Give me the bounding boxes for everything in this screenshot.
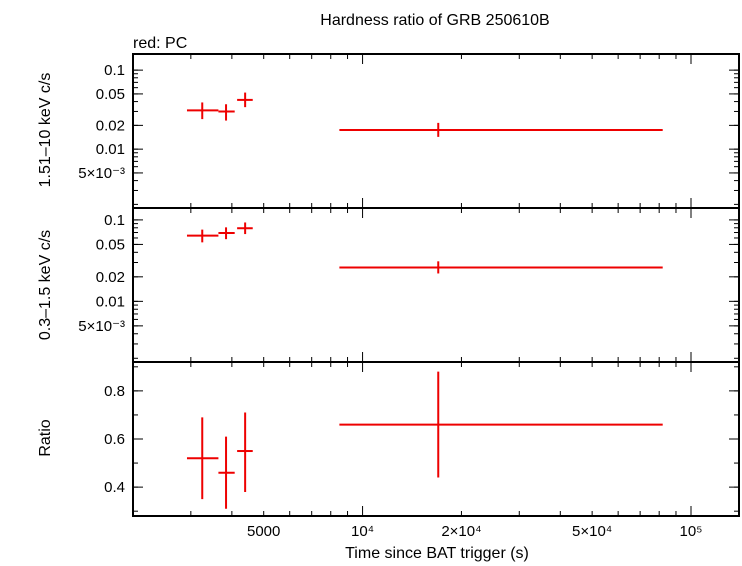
y-tick-label: 5×10⁻³ (78, 318, 125, 335)
y-tick-label: 0.4 (104, 479, 125, 496)
panel-frame (132, 53, 740, 209)
data-point (186, 417, 219, 500)
panel-frame (132, 361, 740, 517)
y-tick-label: 0.1 (104, 62, 125, 79)
data-point (339, 261, 663, 274)
data-point (218, 104, 235, 121)
y-tick-label: 0.01 (96, 141, 125, 158)
y-tick-label: 0.02 (96, 117, 125, 134)
count-rate-soft-panel: 0.3–1.5 keV c/s 0.1 0.05 0.02 0.01 5×10⁻³ (37, 207, 740, 363)
x-tick-labels: 5000 10⁴ 2×10⁴ 5×10⁴ 10⁵ (247, 523, 702, 540)
y-tick-label: 0.02 (96, 269, 125, 286)
y-tick-label: 0.1 (104, 212, 125, 229)
y-axis-label-soft: 0.3–1.5 keV c/s (37, 230, 54, 340)
y-tick-label: 0.05 (96, 236, 125, 253)
data-point (237, 222, 253, 235)
chart-subtitle: red: PC (133, 35, 187, 52)
data-point (218, 436, 235, 509)
x-tick-label: 2×10⁴ (441, 523, 481, 540)
y-axis-label-ratio: Ratio (37, 419, 54, 456)
hardness-ratio-panel: Ratio 0.8 0.6 0.4 (37, 361, 740, 517)
data-point (339, 371, 663, 478)
count-rate-hard-panel: 1.51–10 keV c/s 0.1 0.05 0.02 0.01 5×10⁻³ (37, 53, 740, 209)
panel-frame (132, 207, 740, 363)
y-tick-label: 0.8 (104, 383, 125, 400)
data-point (339, 122, 663, 137)
data-point (186, 102, 219, 120)
y-tick-label: 5×10⁻³ (78, 165, 125, 182)
x-tick-label: 5000 (247, 523, 280, 540)
data-point (218, 227, 235, 240)
data-point (237, 412, 253, 492)
x-axis-label: Time since BAT trigger (s) (345, 545, 529, 562)
x-tick-label: 10⁵ (680, 523, 703, 540)
x-tick-label: 10⁴ (351, 523, 374, 540)
y-tick-label: 0.05 (96, 86, 125, 103)
x-tick-label: 5×10⁴ (572, 523, 612, 540)
data-point (237, 92, 253, 108)
chart-title: Hardness ratio of GRB 250610B (320, 12, 549, 29)
y-tick-label: 0.6 (104, 431, 125, 448)
y-axis-label-hard: 1.51–10 keV c/s (37, 73, 54, 188)
y-tick-label: 0.01 (96, 293, 125, 310)
data-point (186, 229, 219, 243)
